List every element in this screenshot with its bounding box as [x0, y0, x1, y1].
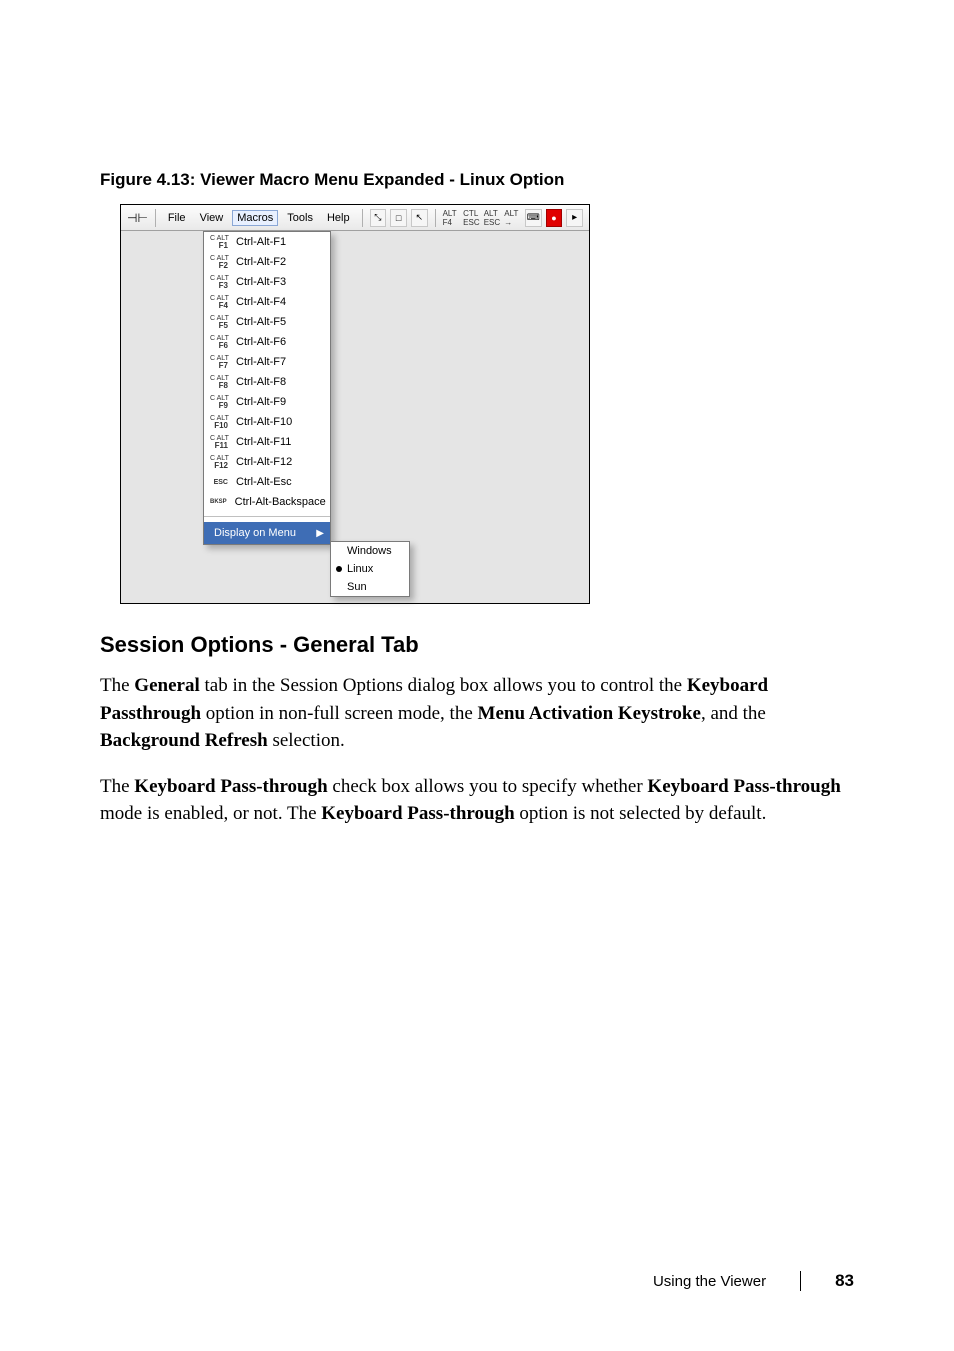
- macro-item-f1[interactable]: C ALTF1 Ctrl-Alt-F1: [204, 232, 330, 252]
- fkey-icon: C ALTF4: [210, 295, 228, 310]
- fkey-icon: BKSP: [210, 498, 227, 506]
- user-icon[interactable]: ●: [546, 209, 563, 227]
- selected-dot-icon: [336, 566, 342, 572]
- paragraph-1: The General tab in the Session Options d…: [100, 672, 854, 755]
- submenu-item-sun[interactable]: Sun: [331, 578, 409, 596]
- fkey-icon: C ALTF9: [210, 395, 228, 410]
- macro-item-f8[interactable]: C ALTF8 Ctrl-Alt-F8: [204, 372, 330, 392]
- viewer-menubar: ⊣⊢ File View Macros Tools Help ⤡ □ ↖ ALT…: [121, 205, 589, 231]
- footer-divider: [800, 1271, 801, 1291]
- paragraph-2: The Keyboard Pass-through check box allo…: [100, 773, 854, 828]
- fkey-icon: C ALTF5: [210, 315, 228, 330]
- macro-label: Ctrl-Alt-F5: [236, 316, 286, 328]
- macro-label: Ctrl-Alt-F9: [236, 396, 286, 408]
- fkey-icon: C ALTF1: [210, 235, 228, 250]
- macros-dropdown: C ALTF1 Ctrl-Alt-F1 C ALTF2 Ctrl-Alt-F2 C …: [203, 231, 331, 545]
- macro-altf4-icon[interactable]: ALT F4: [443, 209, 460, 227]
- display-on-menu-label: Display on Menu: [214, 527, 296, 539]
- macro-label: Ctrl-Alt-F4: [236, 296, 286, 308]
- macro-item-f10[interactable]: C ALTF10 Ctrl-Alt-F10: [204, 412, 330, 432]
- fkey-icon: C ALTF2: [210, 255, 228, 270]
- menu-file[interactable]: File: [163, 210, 191, 226]
- toolbar-separator: [435, 209, 436, 227]
- macro-label: Ctrl-Alt-F1: [236, 236, 286, 248]
- toolbar-right-icon[interactable]: ▸: [566, 209, 583, 227]
- menu-tools[interactable]: Tools: [282, 210, 318, 226]
- macro-item-f2[interactable]: C ALTF2 Ctrl-Alt-F2: [204, 252, 330, 272]
- macro-item-esc[interactable]: ESC Ctrl-Alt-Esc: [204, 472, 330, 492]
- fkey-icon: C ALTF3: [210, 275, 228, 290]
- footer-page-number: 83: [835, 1271, 854, 1291]
- calibrate-icon[interactable]: ↖: [411, 209, 428, 227]
- macro-item-f5[interactable]: C ALTF5 Ctrl-Alt-F5: [204, 312, 330, 332]
- page-footer: Using the Viewer 83: [0, 1271, 854, 1291]
- macro-label: Ctrl-Alt-F3: [236, 276, 286, 288]
- macro-item-f12[interactable]: C ALTF12 Ctrl-Alt-F12: [204, 452, 330, 472]
- fkey-icon: C ALTF11: [210, 435, 228, 450]
- macro-ctlesc-icon[interactable]: CTL ESC: [463, 209, 480, 227]
- fkey-icon: C ALTF7: [210, 355, 228, 370]
- macro-item-backspace[interactable]: BKSP Ctrl-Alt-Backspace: [204, 492, 330, 512]
- fkey-icon: C ALTF12: [210, 455, 228, 470]
- keyboard-icon[interactable]: ⌨: [525, 209, 542, 227]
- screenshot-viewer-macro-menu: ⊣⊢ File View Macros Tools Help ⤡ □ ↖ ALT…: [120, 204, 590, 604]
- fkey-icon: C ALTF6: [210, 335, 228, 350]
- submenu-caret-icon: ▶: [316, 528, 324, 539]
- fkey-icon: ESC: [210, 479, 228, 486]
- macro-label: Ctrl-Alt-F8: [236, 376, 286, 388]
- toolbar-separator: [362, 209, 363, 227]
- macro-label: Ctrl-Alt-F11: [236, 436, 291, 448]
- refresh-icon[interactable]: □: [390, 209, 407, 227]
- macro-item-f9[interactable]: C ALTF9 Ctrl-Alt-F9: [204, 392, 330, 412]
- submenu-item-linux[interactable]: Linux: [331, 560, 409, 578]
- menu-view[interactable]: View: [195, 210, 229, 226]
- macro-label: Ctrl-Alt-F2: [236, 256, 286, 268]
- submenu-item-windows[interactable]: Windows: [331, 542, 409, 560]
- viewer-canvas: C ALTF1 Ctrl-Alt-F1 C ALTF2 Ctrl-Alt-F2 C …: [121, 231, 589, 603]
- section-heading: Session Options - General Tab: [100, 632, 854, 658]
- macro-item-f7[interactable]: C ALTF7 Ctrl-Alt-F7: [204, 352, 330, 372]
- fkey-icon: C ALTF10: [210, 415, 228, 430]
- macro-label: Ctrl-Alt-F7: [236, 356, 286, 368]
- macro-label: Ctrl-Alt-Backspace: [235, 496, 326, 508]
- pin-icon[interactable]: ⊣⊢: [127, 211, 148, 225]
- macro-alttab-icon[interactable]: ALT →: [504, 209, 521, 227]
- menu-help[interactable]: Help: [322, 210, 355, 226]
- display-on-menu-submenu: Windows Linux Sun: [330, 541, 410, 597]
- display-on-menu-item[interactable]: Display on Menu ▶: [204, 522, 330, 544]
- macro-label: Ctrl-Alt-F12: [236, 456, 292, 468]
- figure-caption: Figure 4.13: Viewer Macro Menu Expanded …: [100, 170, 854, 190]
- macro-item-f6[interactable]: C ALTF6 Ctrl-Alt-F6: [204, 332, 330, 352]
- toolbar-separator: [155, 209, 156, 227]
- macro-item-f11[interactable]: C ALTF11 Ctrl-Alt-F11: [204, 432, 330, 452]
- fkey-icon: C ALTF8: [210, 375, 228, 390]
- footer-section-label: Using the Viewer: [653, 1273, 766, 1290]
- macro-item-f3[interactable]: C ALTF3 Ctrl-Alt-F3: [204, 272, 330, 292]
- macro-label: Ctrl-Alt-F6: [236, 336, 286, 348]
- macro-item-f4[interactable]: C ALTF4 Ctrl-Alt-F4: [204, 292, 330, 312]
- menu-macros[interactable]: Macros: [232, 210, 278, 226]
- cursor-align-icon[interactable]: ⤡: [370, 209, 387, 227]
- macro-altesc-icon[interactable]: ALT ESC: [484, 209, 501, 227]
- macro-label: Ctrl-Alt-Esc: [236, 476, 292, 488]
- macro-label: Ctrl-Alt-F10: [236, 416, 292, 428]
